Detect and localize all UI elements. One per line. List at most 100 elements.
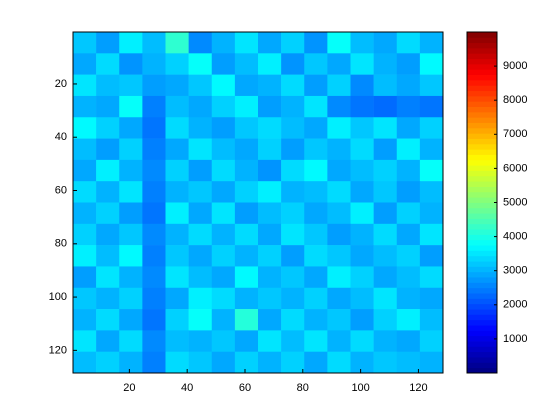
heat-cell (165, 159, 189, 182)
heat-cell (281, 32, 305, 54)
heat-cell (234, 330, 259, 352)
colorbar-segment (467, 218, 497, 225)
heat-cell (142, 159, 166, 182)
heat-cell (304, 309, 328, 331)
heat-cell (304, 159, 328, 182)
colorbar-segment (467, 250, 497, 257)
heat-cell (96, 266, 120, 289)
heat-cell (396, 266, 421, 289)
colorbar-segment (467, 122, 497, 129)
y-tick-label: 120 (49, 344, 67, 356)
heat-cell (304, 330, 328, 352)
heat-cell (419, 330, 444, 352)
heat-cell (258, 287, 282, 310)
heat-cell (373, 202, 398, 225)
heat-cell (396, 287, 421, 310)
heat-cell (327, 159, 351, 182)
colorbar-segment (467, 287, 497, 294)
colorbar-segment (467, 95, 497, 102)
heat-cell (211, 351, 236, 374)
heat-cell (211, 287, 236, 310)
colorbar-segment (467, 79, 497, 86)
heat-cell (73, 266, 97, 289)
heat-cell (373, 245, 398, 267)
heat-cell (211, 117, 236, 139)
plot-frame (72, 31, 444, 374)
heat-cell (73, 95, 97, 118)
heat-cell (234, 159, 259, 182)
colorbar-segment (467, 58, 497, 65)
heat-cell (142, 117, 166, 139)
heat-cell (119, 330, 143, 352)
heat-cell (281, 245, 305, 267)
colorbar-segment (467, 207, 497, 214)
heat-cell (396, 223, 421, 246)
heat-cell (373, 32, 398, 54)
heat-cell (73, 245, 97, 267)
colorbar-segment (467, 197, 497, 203)
heat-cell (327, 32, 351, 54)
heat-cell (211, 309, 236, 331)
colorbar-segment (467, 245, 497, 251)
heat-cell (188, 245, 213, 267)
heat-cell (304, 117, 328, 139)
heat-cell (396, 117, 421, 139)
heat-cell (281, 159, 305, 182)
colorbar-segment (467, 133, 497, 139)
heat-cell (350, 74, 374, 97)
heat-cell (373, 223, 398, 246)
y-tick-label: 100 (49, 291, 67, 303)
heat-cell (119, 181, 143, 203)
heat-cell (234, 138, 259, 161)
heat-cell (73, 202, 97, 225)
heat-cell (234, 309, 259, 331)
x-tick-label: 40 (181, 382, 193, 394)
heat-cell (396, 309, 421, 331)
heat-cell (96, 309, 120, 331)
heat-cell (234, 117, 259, 139)
colorbar-segment (467, 261, 497, 267)
heat-cell (419, 53, 444, 75)
heat-cell (258, 330, 282, 352)
heat-cell (350, 245, 374, 267)
colorbar-tick-label: 2000 (503, 299, 527, 311)
colorbar-tick-label: 7000 (503, 128, 527, 140)
colorbar-tick-label: 1000 (503, 333, 527, 345)
heat-cell (211, 32, 236, 54)
heat-cell (281, 138, 305, 161)
heat-cell (165, 95, 189, 118)
colorbar-segment (467, 127, 497, 134)
heat-cell (142, 223, 166, 246)
heat-cell (73, 53, 97, 75)
heat-cell (419, 138, 444, 161)
heat-cell (327, 74, 351, 97)
heat-cell (396, 330, 421, 352)
heat-cell (304, 287, 328, 310)
heat-cell (373, 138, 398, 161)
heat-cell (304, 32, 328, 54)
heat-cell (304, 266, 328, 289)
heat-cell (119, 95, 143, 118)
heat-cell (142, 351, 166, 374)
heat-cell (165, 117, 189, 139)
heat-cell (304, 74, 328, 97)
colorbar-segment (467, 90, 497, 97)
heat-cell (350, 159, 374, 182)
colorbar-segment (467, 367, 497, 374)
heat-cell (73, 181, 97, 203)
heat-cell (73, 159, 97, 182)
heat-cell (419, 117, 444, 139)
heat-cell (350, 266, 374, 289)
heat-cell (211, 181, 236, 203)
heat-cell (165, 138, 189, 161)
heat-cell (304, 53, 328, 75)
heat-cell (211, 223, 236, 246)
heat-cell (119, 287, 143, 310)
heat-cell (373, 159, 398, 182)
colorbar-segment (467, 357, 497, 363)
heat-cell (327, 181, 351, 203)
heat-cell (350, 330, 374, 352)
x-tick-label: 20 (123, 382, 135, 394)
heat-cell (96, 117, 120, 139)
colorbar-segment (467, 74, 497, 81)
